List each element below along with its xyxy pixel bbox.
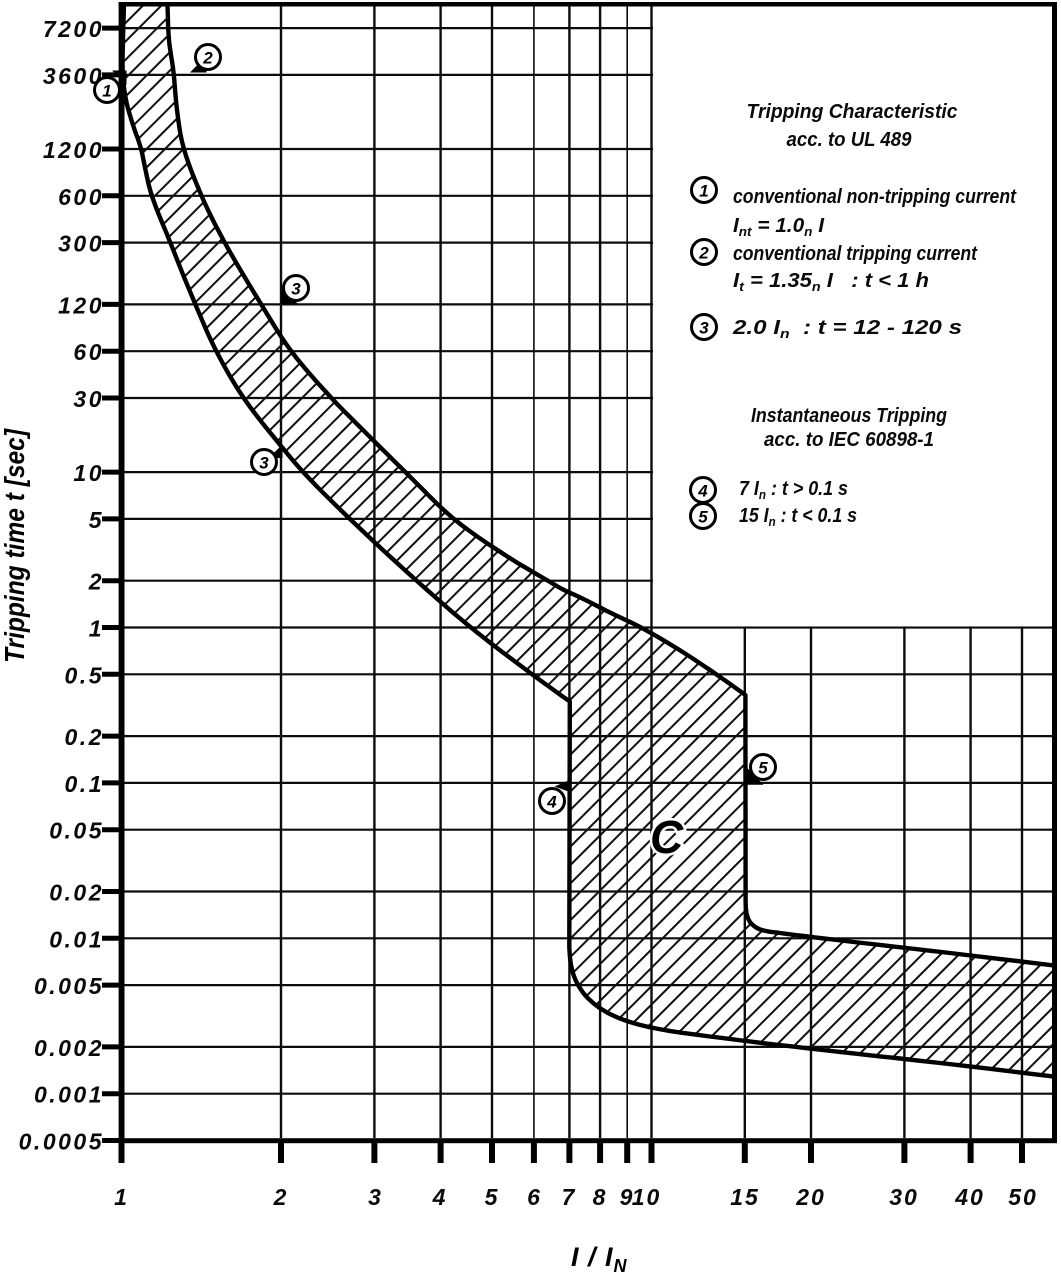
svg-text:7 In : t > 0.1 s: 7 In : t > 0.1 s (739, 478, 848, 502)
svg-text:2: 2 (273, 1184, 289, 1210)
svg-text:Instantaneous Tripping: Instantaneous Tripping (751, 405, 947, 427)
svg-text:15 In : t < 0.1 s: 15 In : t < 0.1 s (739, 505, 857, 529)
svg-text:60: 60 (73, 339, 104, 365)
svg-text:1200: 1200 (43, 137, 104, 163)
svg-text:It = 1.35n I : t < 1 h: It = 1.35 n I : t < 1 h (733, 270, 929, 294)
svg-text:acc. to UL 489: acc. to UL 489 (787, 129, 913, 151)
svg-text:0.2: 0.2 (65, 724, 104, 750)
svg-text:8: 8 (593, 1184, 608, 1210)
svg-text:conventional non-tripping curr: conventional non-tripping current (733, 186, 1017, 208)
svg-text:0.002: 0.002 (34, 1035, 104, 1061)
svg-text:3: 3 (368, 1184, 383, 1210)
svg-text:C: C (650, 811, 684, 863)
svg-text:120: 120 (58, 292, 104, 318)
svg-text:10: 10 (632, 1184, 662, 1210)
svg-text:2: 2 (202, 49, 213, 68)
svg-text:acc. to IEC 60898-1: acc. to IEC 60898-1 (764, 429, 934, 451)
svg-text:600: 600 (58, 184, 104, 210)
svg-text:0.01: 0.01 (49, 926, 104, 952)
svg-text:4: 4 (432, 1184, 448, 1210)
svg-text:0.05: 0.05 (49, 818, 104, 844)
svg-text:0.001: 0.001 (34, 1082, 104, 1108)
svg-text:Int = 1.0n I: Int = 1.0 n I (733, 215, 824, 239)
svg-text:conventional tripping current: conventional tripping current (733, 243, 978, 265)
svg-text:Tripping time t [sec]: Tripping time t [sec] (0, 428, 30, 663)
svg-text:15: 15 (730, 1184, 760, 1210)
svg-text:0.5: 0.5 (65, 662, 104, 688)
svg-text:5: 5 (485, 1184, 500, 1210)
svg-text:9: 9 (620, 1184, 635, 1210)
svg-text:1: 1 (102, 82, 111, 101)
svg-text:3600: 3600 (43, 63, 104, 89)
svg-text:7200: 7200 (43, 16, 104, 42)
svg-text:5: 5 (698, 508, 708, 527)
svg-text:0.0005: 0.0005 (19, 1129, 104, 1155)
svg-text:5: 5 (89, 507, 104, 533)
svg-text:7: 7 (562, 1184, 577, 1210)
svg-text:1: 1 (114, 1184, 129, 1210)
svg-text:4: 4 (697, 482, 708, 501)
svg-text:5: 5 (758, 759, 768, 778)
svg-text:6: 6 (527, 1184, 542, 1210)
svg-text:50: 50 (1008, 1184, 1038, 1210)
svg-text:20: 20 (795, 1184, 826, 1210)
svg-text:2: 2 (88, 569, 104, 595)
svg-text:0.1: 0.1 (65, 771, 104, 797)
svg-text:0.005: 0.005 (34, 973, 104, 999)
svg-text:300: 300 (58, 231, 104, 257)
svg-text:40: 40 (954, 1184, 985, 1210)
svg-text:Tripping Characteristic: Tripping Characteristic (747, 101, 958, 123)
svg-text:30: 30 (73, 386, 104, 412)
svg-text:2.0 In : t = 12 - 120 s: 2.0 In : t = 12 - 120 s (732, 317, 962, 341)
svg-text:3: 3 (699, 319, 709, 338)
svg-text:10: 10 (73, 460, 104, 486)
svg-text:3: 3 (291, 280, 301, 299)
svg-text:4: 4 (546, 793, 557, 812)
svg-text:2: 2 (698, 244, 709, 263)
svg-text:1: 1 (89, 616, 104, 642)
svg-text:0.02: 0.02 (49, 880, 104, 906)
svg-text:30: 30 (889, 1184, 919, 1210)
svg-text:1: 1 (699, 182, 708, 201)
svg-text:3: 3 (259, 454, 269, 473)
